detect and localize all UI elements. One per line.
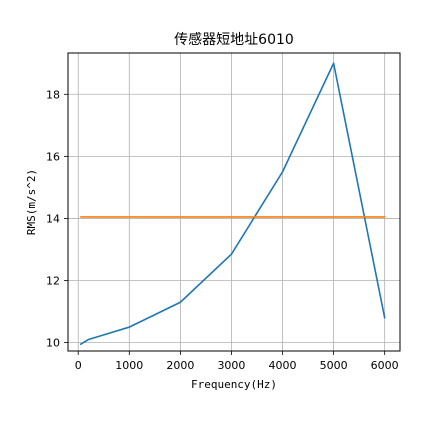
- x-tick-label: 6000: [371, 359, 399, 372]
- x-tick-label: 1000: [115, 359, 143, 372]
- chart-title: 传感器短地址6010: [174, 31, 294, 48]
- x-tick-label: 2000: [166, 359, 194, 372]
- x-tick-label: 4000: [269, 359, 297, 372]
- y-tick-label: 12: [46, 275, 60, 288]
- y-tick-label: 16: [46, 150, 60, 163]
- x-tick-label: 0: [75, 359, 82, 372]
- y-tick-label: 10: [46, 337, 60, 350]
- series-line-1: [79, 62, 386, 345]
- x-axis-label: Frequency(Hz): [191, 378, 277, 391]
- x-tick-label: 3000: [217, 359, 245, 372]
- y-axis-label: RMS(m/s^2): [25, 169, 38, 235]
- y-tick-label: 18: [46, 88, 60, 101]
- grid-layer: [68, 53, 400, 351]
- x-tick-label: 5000: [320, 359, 348, 372]
- y-tick-label: 14: [46, 212, 60, 225]
- series-layer: [79, 62, 386, 345]
- plot-frame: [67, 52, 401, 352]
- tick-layer: 0 1000 2000 3000 4000 5000 6000 10 12 14 16 18: [46, 88, 399, 372]
